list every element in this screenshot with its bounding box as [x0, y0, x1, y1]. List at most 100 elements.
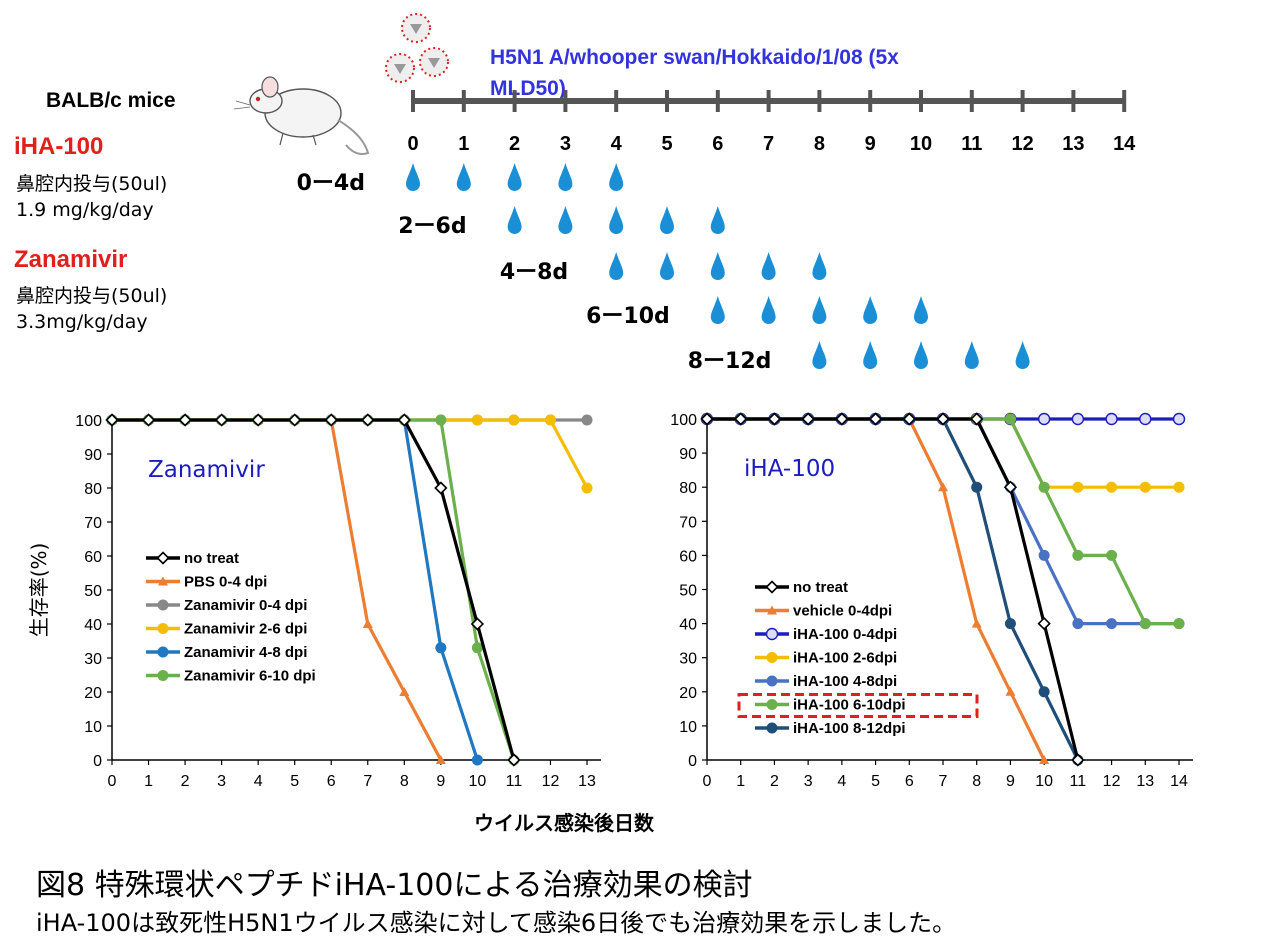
- data-point: [1106, 549, 1118, 561]
- y-tick-label: 70: [84, 515, 102, 532]
- legend-label: iHA-100 4-8dpi: [793, 673, 897, 690]
- data-point: [902, 412, 916, 426]
- y-tick-label: 20: [679, 685, 697, 702]
- dose-drop-icon: [406, 163, 420, 191]
- data-point: [766, 699, 778, 710]
- data-point: [1005, 686, 1016, 696]
- data-point: [1172, 412, 1186, 426]
- data-point: [936, 412, 950, 426]
- legend-label: vehicle 0-4dpi: [793, 603, 892, 620]
- data-point: [157, 623, 169, 634]
- data-point: [105, 413, 119, 427]
- dose-drop-icon: [863, 296, 878, 325]
- data-point: [1071, 753, 1085, 767]
- x-tick-label: 8: [400, 773, 409, 790]
- data-point: [1173, 481, 1185, 493]
- y-tick-label: 0: [93, 753, 102, 770]
- zanamivir-route: 鼻腔内投与(50ul): [16, 285, 168, 307]
- iha-name: iHA-100: [14, 133, 104, 160]
- data-point: [1004, 618, 1016, 630]
- mouse-illustration: [228, 65, 378, 160]
- legend-entry: no treat: [146, 550, 239, 567]
- dose-drop-icon: [456, 163, 471, 191]
- data-point: [971, 481, 983, 493]
- dose-drop-icon: [710, 296, 725, 325]
- y-axis-label: 生存率(%): [27, 543, 51, 638]
- data-point: [1106, 618, 1118, 630]
- data-point: [157, 670, 169, 681]
- data-point: [1139, 481, 1151, 493]
- legend-entry: iHA-100 2-6dpi: [755, 650, 897, 667]
- data-point: [435, 642, 447, 654]
- legend-entry: Zanamivir 2-6 dpi: [146, 621, 307, 638]
- legend-label: no treat: [793, 579, 848, 596]
- y-tick-label: 90: [84, 447, 102, 464]
- legend-label: iHA-100 8-12dpi: [793, 720, 906, 737]
- x-tick-label: 3: [804, 773, 813, 790]
- dose-drop-icon: [558, 163, 573, 191]
- x-tick-label: 11: [506, 773, 523, 790]
- data-point: [1105, 412, 1118, 426]
- x-tick-label: 7: [939, 773, 948, 790]
- y-tick-label: 80: [679, 480, 697, 497]
- data-point: [1139, 412, 1152, 426]
- legend-entry: iHA-100 4-8dpi: [755, 673, 897, 690]
- virus-strain-label-line1: H5N1 A/whooper swan/Hokkaido/1/08 (5x: [490, 46, 899, 69]
- data-point: [362, 619, 373, 628]
- dose-drop-icon: [812, 341, 827, 369]
- schedule-label: 6ー10d: [586, 304, 670, 329]
- timeline-day-label: 13: [1062, 133, 1084, 155]
- timeline-day-label: 0: [407, 133, 418, 155]
- timeline-day-label: 2: [509, 133, 520, 155]
- y-tick-label: 0: [688, 753, 697, 770]
- dose-drop-icon: [914, 296, 928, 324]
- dose-drop-icon: [609, 163, 624, 191]
- timeline-day-label: 6: [712, 133, 723, 155]
- series-iha-100-4-8dpi: [701, 413, 1185, 630]
- dose-drop-icon: [812, 252, 827, 280]
- data-point: [1072, 549, 1084, 561]
- data-point: [1003, 480, 1018, 494]
- legend-entry: Zanamivir 6-10 dpi: [146, 668, 316, 685]
- caption-subtitle: iHA-100は致死性H5N1ウイルス感染に対して感染6日後でも治療効果を示しま…: [36, 909, 957, 937]
- iha-dose: 1.9 mg/kg/day: [16, 199, 154, 221]
- virus-icon: [380, 8, 460, 93]
- y-tick-label: 60: [84, 549, 102, 566]
- data-point: [397, 413, 411, 427]
- zanamivir-dose: 3.3mg/kg/day: [16, 311, 148, 333]
- data-point: [971, 618, 982, 628]
- data-point: [700, 412, 714, 426]
- data-point: [399, 687, 410, 696]
- data-point: [435, 755, 446, 764]
- dose-drop-icon: [660, 252, 674, 280]
- x-tick-label: 5: [290, 773, 299, 790]
- schedule-label: 2ー6d: [398, 214, 466, 239]
- schedule-label: 0ー4d: [297, 171, 365, 196]
- x-tick-label: 2: [181, 773, 190, 790]
- data-point: [767, 412, 782, 426]
- data-point: [507, 753, 521, 767]
- data-point: [734, 412, 748, 426]
- dose-drop-icon: [863, 341, 878, 369]
- data-point: [288, 413, 302, 427]
- zanamivir-survival-chart: 0 10 20 30 40 50 60 70 80 90 100 0 1 2 3 4 5 6 7 8 9 10 11 12 13…: [20, 400, 620, 820]
- x-tick-label: 12: [1103, 773, 1121, 790]
- data-point: [1106, 481, 1118, 493]
- series-no-treat: [700, 412, 1085, 767]
- y-tick-label: 10: [84, 719, 102, 736]
- series-iha-100-6-10dpi: [701, 413, 1185, 630]
- data-point: [1072, 618, 1084, 630]
- legend-entry: iHA-100 8-12dpi: [755, 720, 906, 737]
- legend-label: iHA-100 0-4dpi: [793, 626, 897, 643]
- legend-label: PBS 0-4 dpi: [184, 574, 267, 591]
- y-tick-label: 90: [679, 446, 697, 463]
- y-tick-label: 100: [75, 413, 102, 430]
- data-point: [158, 576, 168, 586]
- y-tick-label: 40: [679, 617, 697, 634]
- data-point: [1039, 755, 1050, 764]
- dose-drop-icon: [609, 206, 624, 235]
- data-point: [544, 414, 556, 426]
- series-line: [707, 417, 1179, 626]
- data-point: [361, 413, 375, 427]
- data-point: [435, 414, 447, 426]
